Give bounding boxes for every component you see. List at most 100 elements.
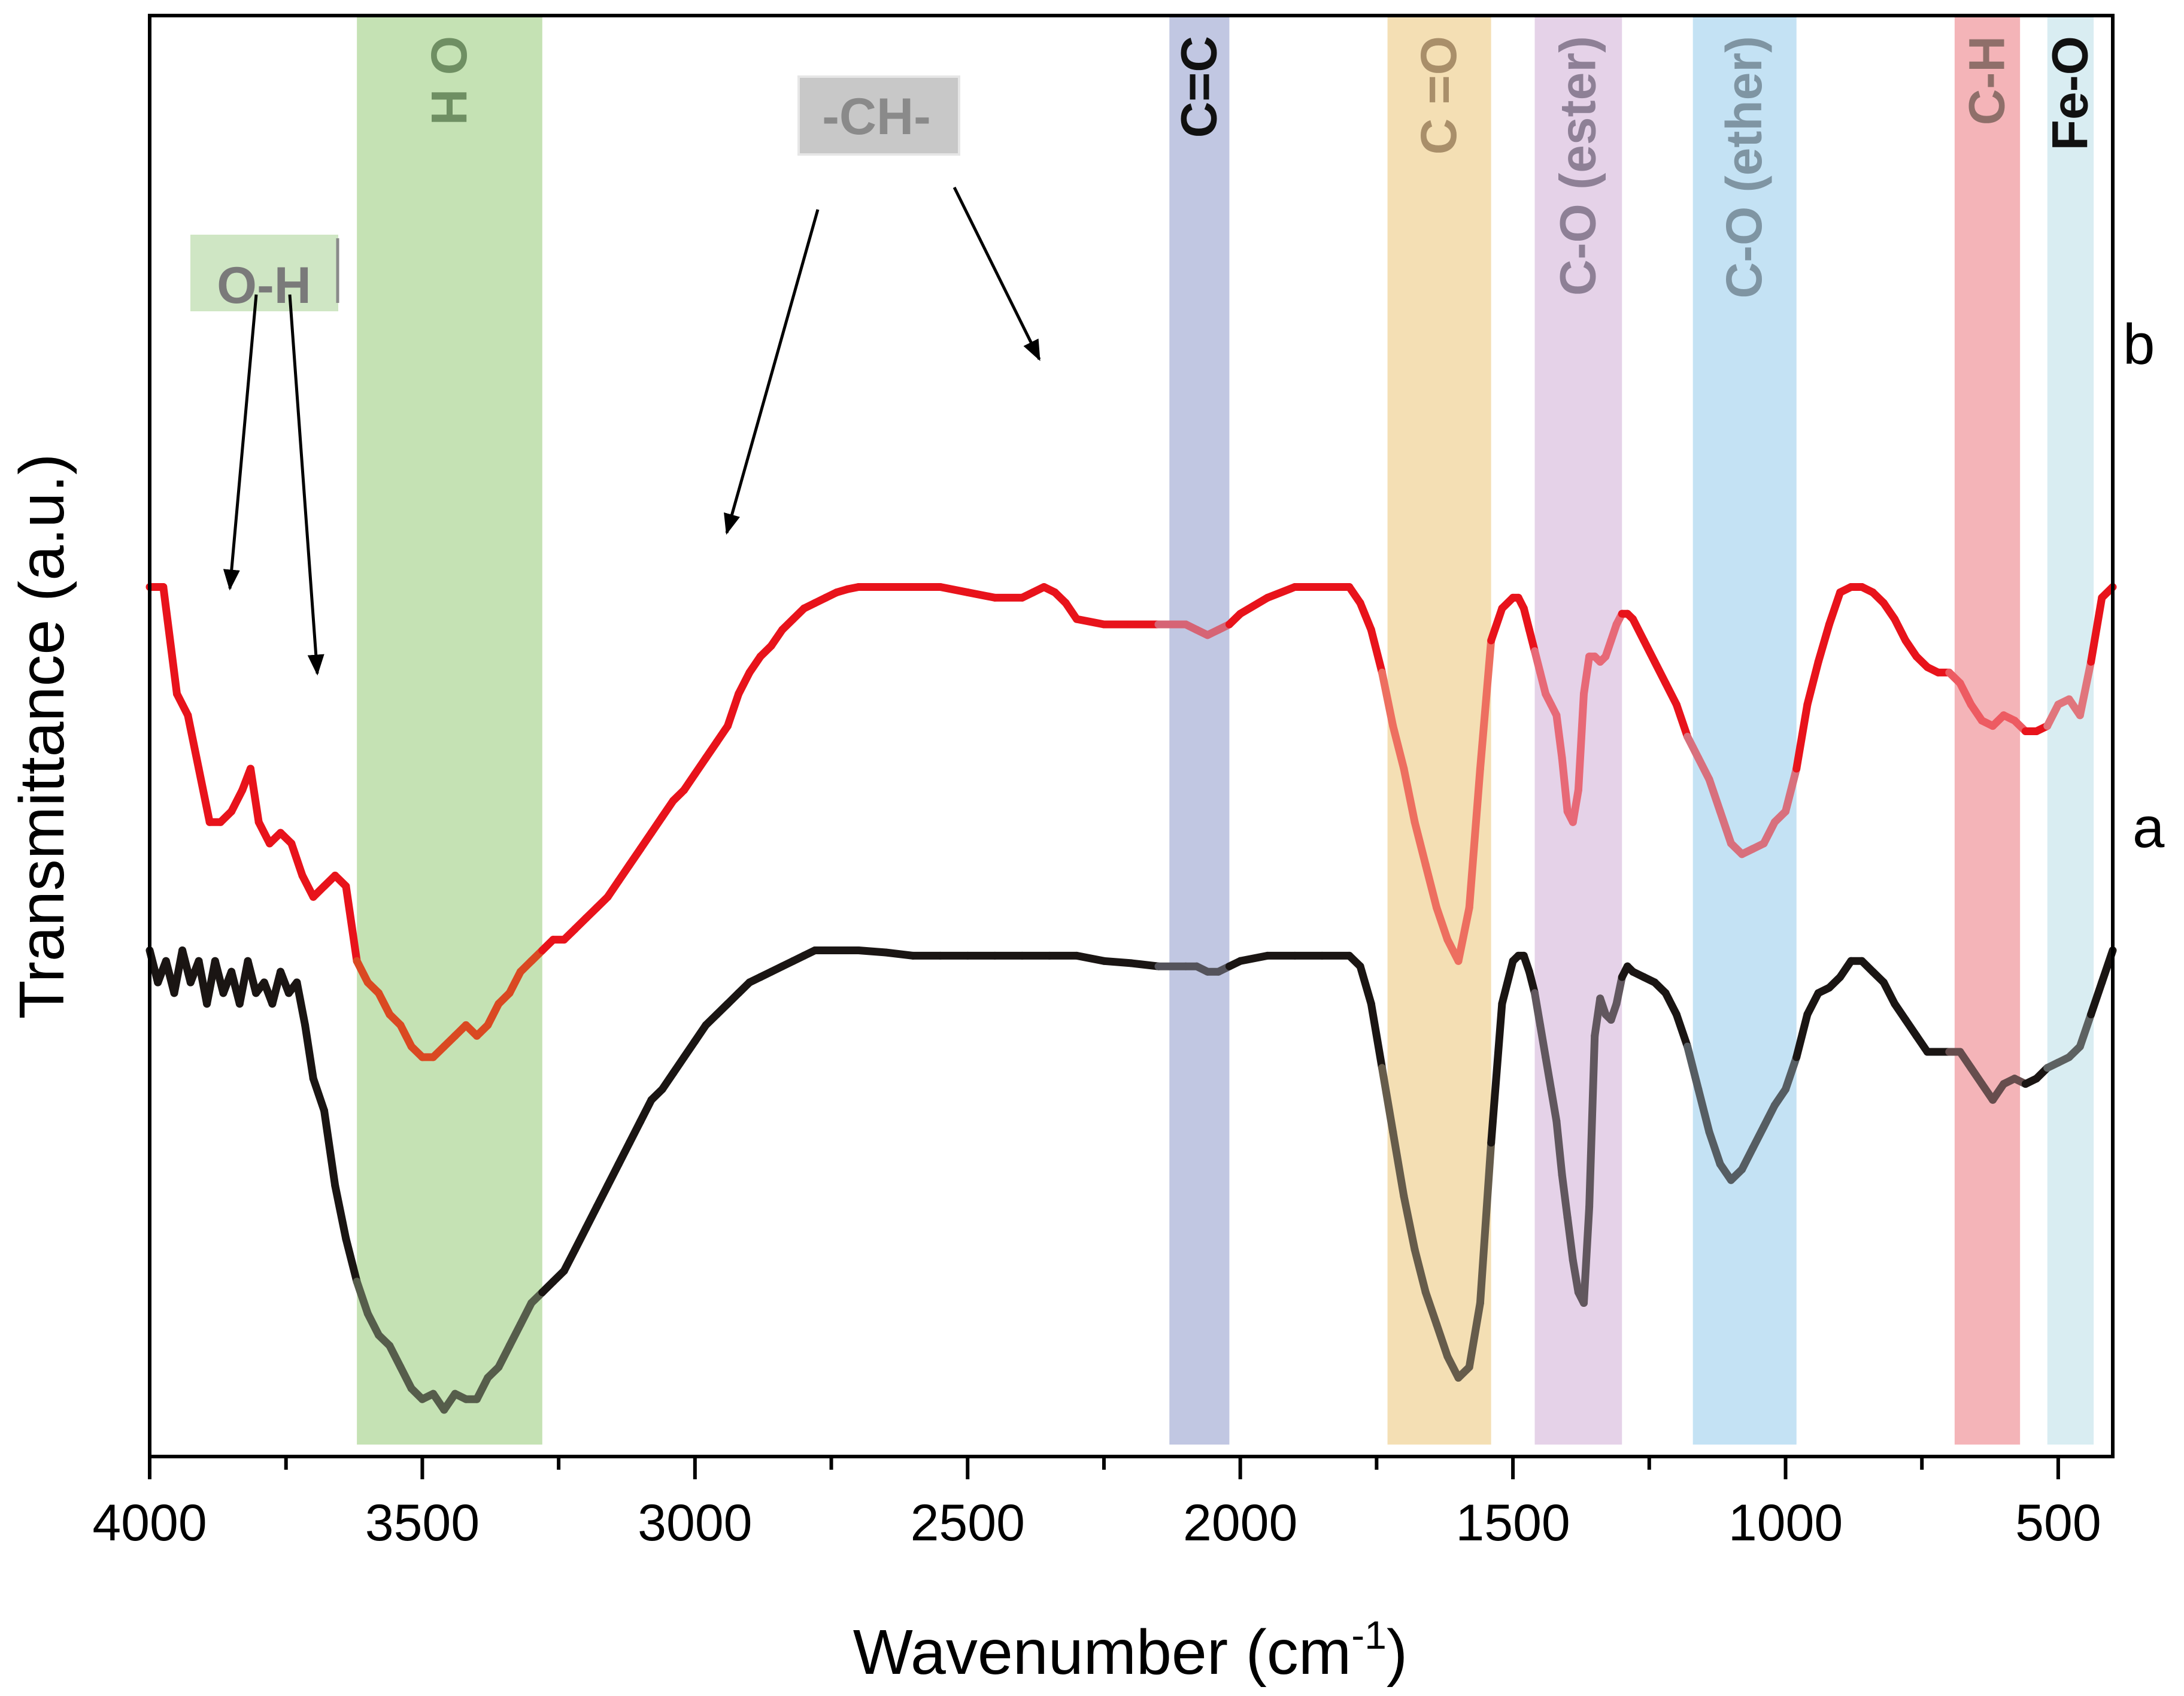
x-tick-label: 3000: [638, 1494, 752, 1552]
series-b-segment: [1760, 818, 1779, 848]
band-label-5: C-H: [1959, 36, 2015, 125]
series-a-segment: [386, 1342, 405, 1372]
series-b-segment: [1825, 588, 1845, 629]
series-a-segment: [1803, 989, 1822, 1018]
series-b-segment: [1263, 583, 1299, 602]
series-a-segment: [854, 946, 890, 957]
series-a-segment: [1585, 1031, 1599, 1211]
plot-frame: [148, 14, 2115, 1458]
series-label-b: b: [2123, 312, 2155, 377]
series-b-segment: [287, 839, 307, 879]
series-b-segment: [1792, 700, 1812, 773]
band-label-6: Fe-O: [2042, 36, 2098, 150]
x-axis-title: Wavenumber (cm-1): [853, 1613, 1408, 1688]
series-a: [145, 946, 2117, 1414]
series-b-segment: [1814, 620, 1833, 666]
band-6: [2047, 16, 2094, 1445]
series-b-segment: [247, 764, 263, 826]
series-b-segment: [2043, 700, 2062, 730]
series-a-segment: [363, 1309, 383, 1339]
series-a-segment: [1127, 959, 1163, 970]
series-b-segment: [1716, 807, 1735, 848]
series-b-segment: [1694, 754, 1713, 784]
band-label-2: C =O: [1410, 36, 1467, 154]
x-tick-label: 1500: [1455, 1494, 1570, 1552]
series-a-segment: [1749, 1122, 1768, 1152]
series-b-segment: [505, 967, 524, 997]
series-a-segment: [2087, 978, 2106, 1018]
series-a-segment: [1552, 1117, 1566, 1179]
series-a-segment: [2098, 946, 2117, 987]
spectrum-series: [145, 583, 2117, 1414]
series-a-segment: [353, 1278, 372, 1318]
series-b-segment: [1421, 861, 1441, 912]
series-a-segment: [505, 1320, 524, 1350]
series-b-segment: [1378, 668, 1397, 730]
series-b-segment: [1072, 615, 1108, 629]
series-b-segment: [1629, 615, 1648, 645]
series-a-segment: [1672, 1011, 1692, 1051]
series-a-segment: [516, 1299, 536, 1328]
x-tick-label: 2000: [1183, 1494, 1297, 1552]
oh-callout-label: O-H: [217, 257, 311, 314]
series-a-segment: [1705, 1128, 1724, 1168]
series-b-segment: [1433, 903, 1452, 944]
series-a-segment: [2076, 1011, 2095, 1051]
series-b-segment: [1476, 636, 1496, 773]
series-a-segment: [331, 1181, 350, 1243]
series-a-segment: [495, 1342, 514, 1372]
band-5: [1954, 16, 2021, 1445]
series-a-segment: [396, 1363, 415, 1392]
series-b-segment: [1580, 653, 1594, 698]
ch-callout: -CH-: [724, 75, 1041, 535]
band-2: [1387, 16, 1491, 1445]
series-b-segment: [1672, 700, 1692, 741]
oh-arrow-left: [223, 294, 258, 591]
series-b-segment: [173, 690, 192, 720]
series-b-segment: [1574, 690, 1588, 794]
series-b-segment: [1552, 711, 1566, 762]
series-a-segment: [1367, 1000, 1386, 1072]
band-0: [357, 16, 542, 1445]
series-b-segment: [375, 989, 394, 1018]
series-a-segment: [1879, 978, 1899, 1008]
series-a-segment: [626, 1117, 645, 1147]
series-a-segment: [293, 978, 310, 1029]
x-tick-label: 1000: [1728, 1494, 1843, 1552]
series-b-segment: [353, 957, 372, 987]
series-a-segment: [320, 1106, 339, 1190]
series-b-segment: [1661, 679, 1681, 709]
series-a-segment: [614, 1139, 633, 1168]
series-a-segment: [582, 1203, 601, 1233]
series-b-segment: [1487, 604, 1506, 645]
oh-callout: O-H: [190, 235, 339, 676]
ch-arrow-left: [724, 209, 820, 535]
series-a-segment: [309, 1075, 328, 1115]
series-b-segment: [484, 1000, 503, 1029]
series-a-segment: [1100, 957, 1135, 967]
ch-callout-label: -CH-: [822, 88, 931, 145]
series-a-segment: [571, 1224, 590, 1254]
series-b-segment: [2076, 658, 2095, 720]
series-a-segment: [1476, 1139, 1496, 1307]
series-a-segment: [342, 1234, 361, 1286]
series-a-segment: [1738, 1144, 1757, 1173]
series-a-segment: [1547, 1085, 1561, 1125]
series-a-segment: [1072, 951, 1108, 965]
series-a-segment: [1389, 1128, 1408, 1200]
series-b-segment: [159, 583, 181, 698]
x-tick-label: 3500: [365, 1494, 480, 1552]
series-b-segment: [1651, 658, 1670, 687]
y-axis-title: Transmittance (a.u.): [7, 454, 77, 1019]
band-label-0: O H: [421, 36, 477, 125]
series-a-segment: [603, 1160, 623, 1190]
series-b-segment: [2087, 593, 2106, 666]
oh-arrow-right: [288, 294, 324, 676]
series-b-segment: [1356, 599, 1375, 634]
series-b-segment: [1891, 615, 1910, 645]
oh-callout-box: [190, 235, 338, 311]
series-b-segment: [195, 764, 214, 826]
series-b-segment: [1569, 786, 1582, 826]
series-a-segment: [1236, 951, 1272, 965]
